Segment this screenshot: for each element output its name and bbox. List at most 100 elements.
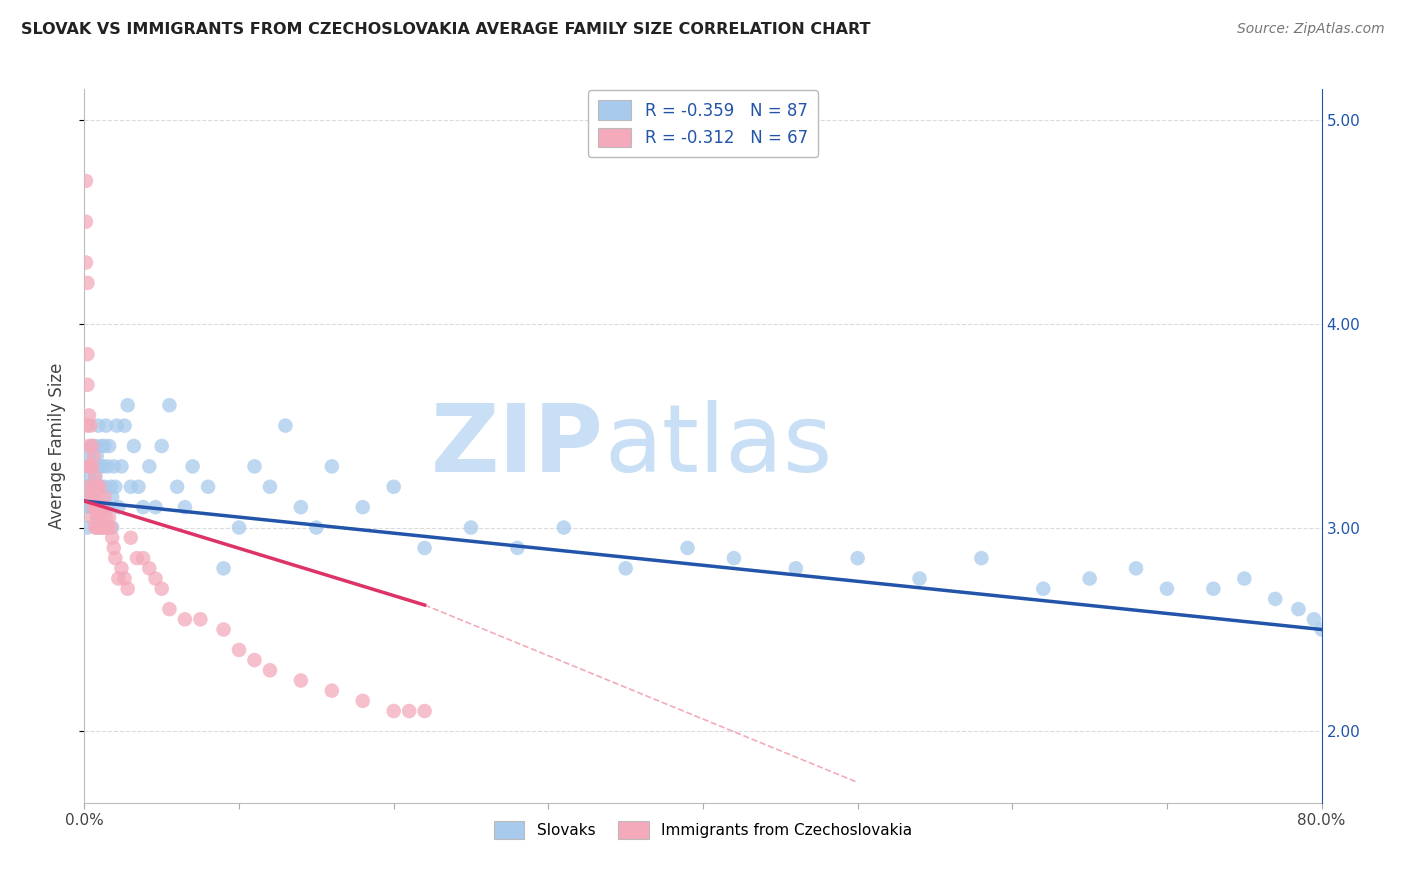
Point [84, 520, 107, 534]
Point [120, 480, 142, 494]
Point [138, 561, 160, 575]
Point [398, 704, 420, 718]
Point [676, 541, 699, 555]
Point [96, 459, 118, 474]
Point [274, 418, 297, 433]
Text: Source: ZipAtlas.com: Source: ZipAtlas.com [1237, 22, 1385, 37]
Point [90, 439, 112, 453]
Point [77, 459, 100, 474]
Point [90, 480, 112, 494]
Point [723, 551, 745, 566]
Point [79, 490, 101, 504]
Point [77, 439, 100, 453]
Point [120, 531, 142, 545]
Point [174, 612, 197, 626]
Point [188, 612, 211, 626]
Point [86, 500, 108, 515]
Point [91, 520, 114, 534]
Point [114, 572, 136, 586]
Point [181, 459, 204, 474]
Point [90, 500, 112, 515]
Point [89, 459, 111, 474]
Point [83, 459, 105, 474]
Point [117, 582, 139, 596]
Point [82, 480, 104, 494]
Point [321, 683, 343, 698]
Point [197, 480, 219, 494]
Point [93, 490, 115, 504]
Point [83, 490, 105, 504]
Point [77, 409, 100, 423]
Point [1202, 582, 1225, 596]
Point [145, 572, 167, 586]
Point [79, 418, 101, 433]
Point [970, 551, 993, 566]
Point [127, 480, 149, 494]
Point [98, 510, 121, 524]
Point [785, 561, 807, 575]
Point [614, 561, 637, 575]
Point [132, 500, 155, 515]
Point [1032, 582, 1054, 596]
Point [117, 398, 139, 412]
Legend: Slovaks, Immigrants from Czechoslovakia: Slovaks, Immigrants from Czechoslovakia [488, 815, 918, 845]
Point [83, 480, 105, 494]
Text: atlas: atlas [605, 400, 832, 492]
Point [86, 520, 108, 534]
Point [100, 520, 122, 534]
Point [107, 500, 129, 515]
Point [93, 480, 115, 494]
Point [83, 449, 105, 463]
Point [84, 469, 107, 483]
Point [86, 480, 108, 494]
Point [305, 520, 328, 534]
Point [91, 500, 114, 515]
Point [110, 561, 132, 575]
Point [413, 704, 436, 718]
Point [76, 347, 98, 361]
Point [75, 174, 97, 188]
Point [212, 623, 235, 637]
Point [82, 459, 104, 474]
Point [382, 704, 405, 718]
Point [908, 572, 931, 586]
Point [145, 500, 167, 515]
Point [93, 439, 115, 453]
Point [1078, 572, 1101, 586]
Point [77, 480, 100, 494]
Point [101, 520, 124, 534]
Point [159, 398, 180, 412]
Point [76, 377, 98, 392]
Point [1286, 602, 1309, 616]
Y-axis label: Average Family Size: Average Family Size [48, 363, 66, 529]
Point [125, 551, 148, 566]
Point [104, 480, 127, 494]
Point [87, 490, 110, 504]
Point [104, 551, 127, 566]
Point [87, 480, 110, 494]
Point [84, 469, 107, 483]
Point [228, 520, 250, 534]
Point [100, 480, 122, 494]
Point [84, 500, 107, 515]
Point [103, 459, 125, 474]
Point [107, 572, 129, 586]
Point [94, 510, 117, 524]
Point [352, 500, 374, 515]
Point [1310, 623, 1333, 637]
Point [259, 663, 281, 677]
Text: ZIP: ZIP [432, 400, 605, 492]
Point [77, 490, 100, 504]
Point [91, 500, 114, 515]
Point [382, 480, 405, 494]
Point [82, 500, 104, 515]
Point [1156, 582, 1178, 596]
Point [321, 459, 343, 474]
Point [138, 459, 160, 474]
Point [243, 653, 266, 667]
Point [76, 418, 98, 433]
Point [101, 531, 124, 545]
Point [150, 439, 173, 453]
Point [77, 449, 100, 463]
Point [82, 439, 104, 453]
